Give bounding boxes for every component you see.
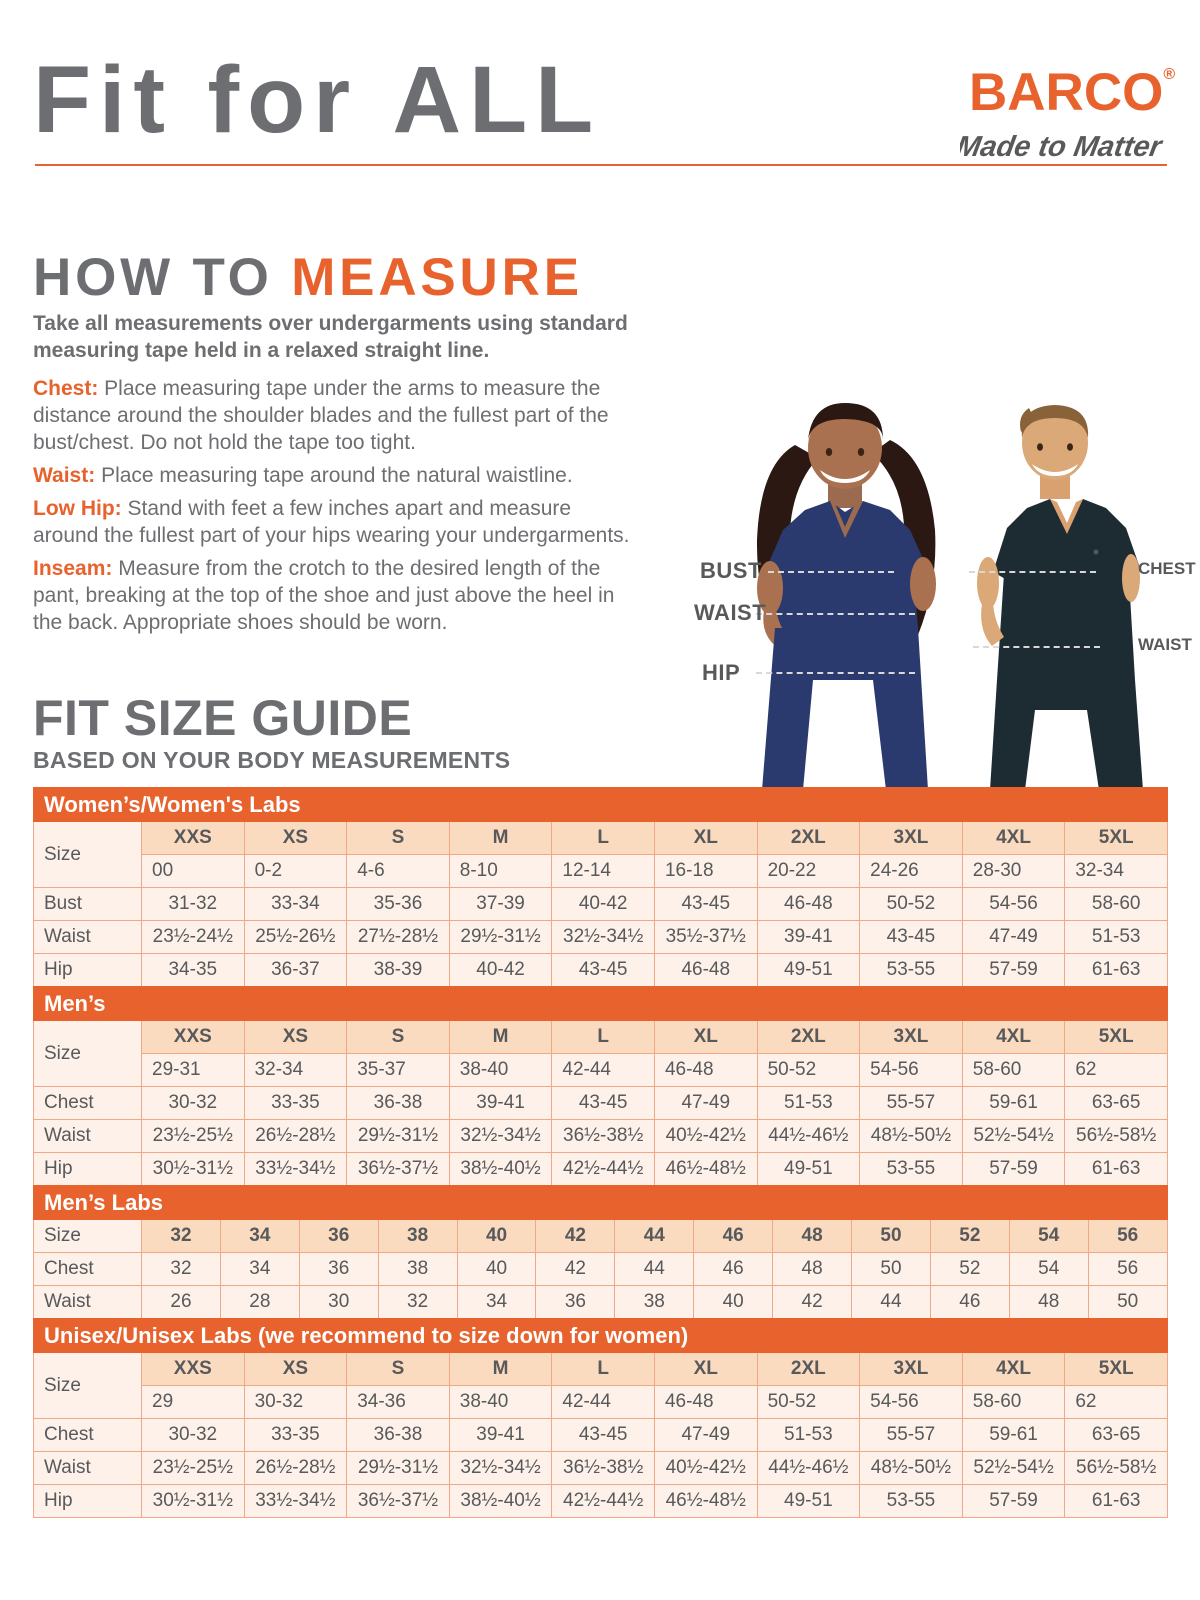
svg-text:Made to Matter: Made to Matter	[960, 131, 1166, 163]
